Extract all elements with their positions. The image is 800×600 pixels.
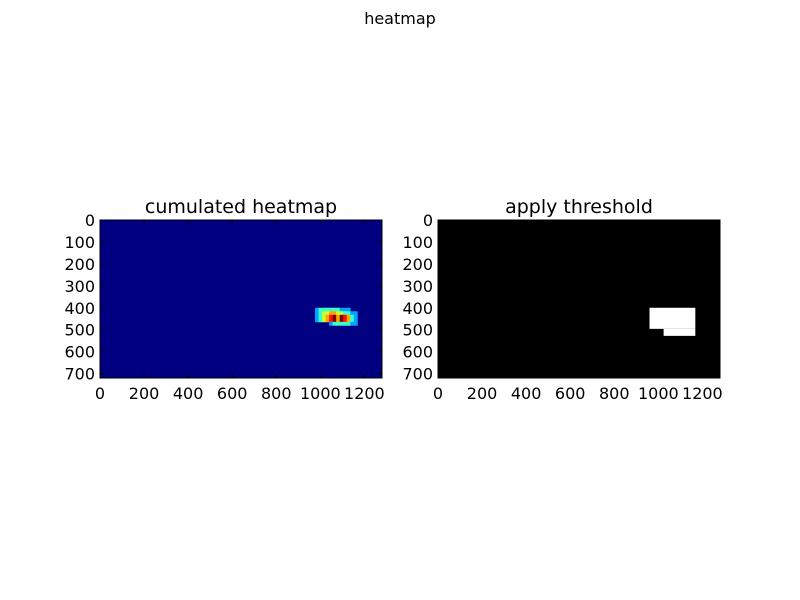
heatmap-cell [315, 307, 319, 312]
heatmap-cell [339, 314, 344, 319]
threshold-region [649, 307, 696, 329]
heatmap-cell [325, 318, 330, 323]
heatmap-cell [350, 311, 355, 316]
heatmap-cell [329, 314, 334, 319]
y-tick-label: 0 [85, 211, 95, 230]
x-tick-label: 0 [95, 384, 105, 403]
x-tick-label: 200 [129, 384, 160, 403]
heatmap-cell [329, 321, 334, 326]
heatmap-cell [332, 314, 337, 319]
heatmap-cell [329, 311, 334, 316]
heatmap-background [100, 220, 382, 378]
x-tick-label: 1200 [344, 384, 385, 403]
heatmap-cell [353, 321, 358, 326]
heatmap-cell [346, 311, 351, 316]
heatmap-cell [332, 321, 337, 326]
x-tick-label: 600 [217, 384, 248, 403]
heatmap-cell [346, 321, 351, 326]
subplot-title: cumulated heatmap [145, 196, 337, 218]
y-tick-label: 300 [64, 277, 95, 296]
x-tick-label: 1200 [682, 384, 723, 403]
heatmap-cell [318, 314, 323, 319]
heatmap-cell [329, 318, 334, 323]
heatmap-cell [343, 307, 348, 312]
heatmap-cell [353, 318, 358, 323]
y-tick-label: 0 [423, 211, 433, 230]
heatmap-cell [318, 318, 323, 323]
heatmap-cell [353, 314, 358, 319]
heatmap-cell [343, 321, 348, 326]
x-tick-label: 1000 [638, 384, 679, 403]
heatmap-cell [336, 314, 341, 319]
subplot-2: 0 200 400 600 800 1000 1200 0 100 200 300 400 500 600… [402, 196, 722, 403]
heatmap-cell [325, 307, 330, 312]
heatmap-cell [343, 311, 348, 316]
heatmap-cell [322, 307, 326, 312]
heatmap-cell [322, 318, 326, 323]
heatmap-cell [346, 314, 351, 319]
heatmap-cell [350, 314, 355, 319]
y-tick-label: 100 [64, 233, 95, 252]
heatmap-cell [336, 307, 341, 312]
x-tick-label: 800 [261, 384, 292, 403]
plot-area [100, 220, 382, 378]
heatmap-cell [315, 314, 319, 319]
x-tick-label: 0 [433, 384, 443, 403]
heatmap-cell [318, 307, 323, 312]
subplot-title: apply threshold [505, 196, 653, 218]
y-tick-label: 700 [402, 365, 433, 384]
axes-frame [99, 219, 383, 379]
y-tick-label: 600 [64, 343, 95, 362]
y-tick-label: 300 [402, 277, 433, 296]
heatmap-cell [332, 318, 337, 323]
heatmap-cell [325, 314, 330, 319]
heatmap-cell [322, 311, 326, 316]
heatmap-cell [339, 318, 344, 323]
x-tick-label: 200 [467, 384, 498, 403]
y-tick-label: 400 [64, 299, 95, 318]
heatmap-cell [322, 314, 326, 319]
x-tick-label: 600 [555, 384, 586, 403]
heatmap-cell [332, 311, 337, 316]
x-tick-label: 400 [173, 384, 204, 403]
heatmap-cell [336, 311, 341, 316]
heatmap-cell [343, 314, 348, 319]
x-tick-label: 1000 [300, 384, 341, 403]
y-tick-label: 500 [64, 321, 95, 340]
threshold-region [663, 328, 696, 336]
x-tick-label: 800 [599, 384, 630, 403]
y-tick-label: 700 [64, 365, 95, 384]
threshold-background [438, 220, 720, 378]
heatmap-cell [336, 318, 341, 323]
heatmap-cell [339, 311, 344, 316]
y-tick-label: 100 [402, 233, 433, 252]
heatmap-cell [332, 307, 337, 312]
heatmap-cell [350, 318, 355, 323]
y-tick-label: 200 [402, 255, 433, 274]
axes-frame [437, 219, 721, 379]
heatmap-cell [315, 318, 319, 323]
heatmap-cell [350, 321, 355, 326]
y-tick-label: 400 [402, 299, 433, 318]
y-tick-label: 600 [402, 343, 433, 362]
heatmap-cell [339, 307, 344, 312]
heatmap-cell [353, 311, 358, 316]
heatmap-cell [339, 321, 344, 326]
y-tick-label: 200 [64, 255, 95, 274]
heatmap-cell [346, 307, 351, 312]
heatmap-cell [318, 311, 323, 316]
heatmap-cell [343, 318, 348, 323]
figure-title: heatmap [364, 9, 436, 28]
heatmap-cell [329, 307, 334, 312]
heatmap-cell [336, 321, 341, 326]
subplot-1: 0 200 400 600 800 1000 1200 0 100 200 300 400 500 600… [64, 196, 384, 403]
plot-area [438, 220, 720, 378]
heatmap-cell [315, 311, 319, 316]
heatmap-cell [346, 318, 351, 323]
heatmap-cell [325, 311, 330, 316]
y-tick-label: 500 [402, 321, 433, 340]
x-tick-label: 400 [511, 384, 542, 403]
